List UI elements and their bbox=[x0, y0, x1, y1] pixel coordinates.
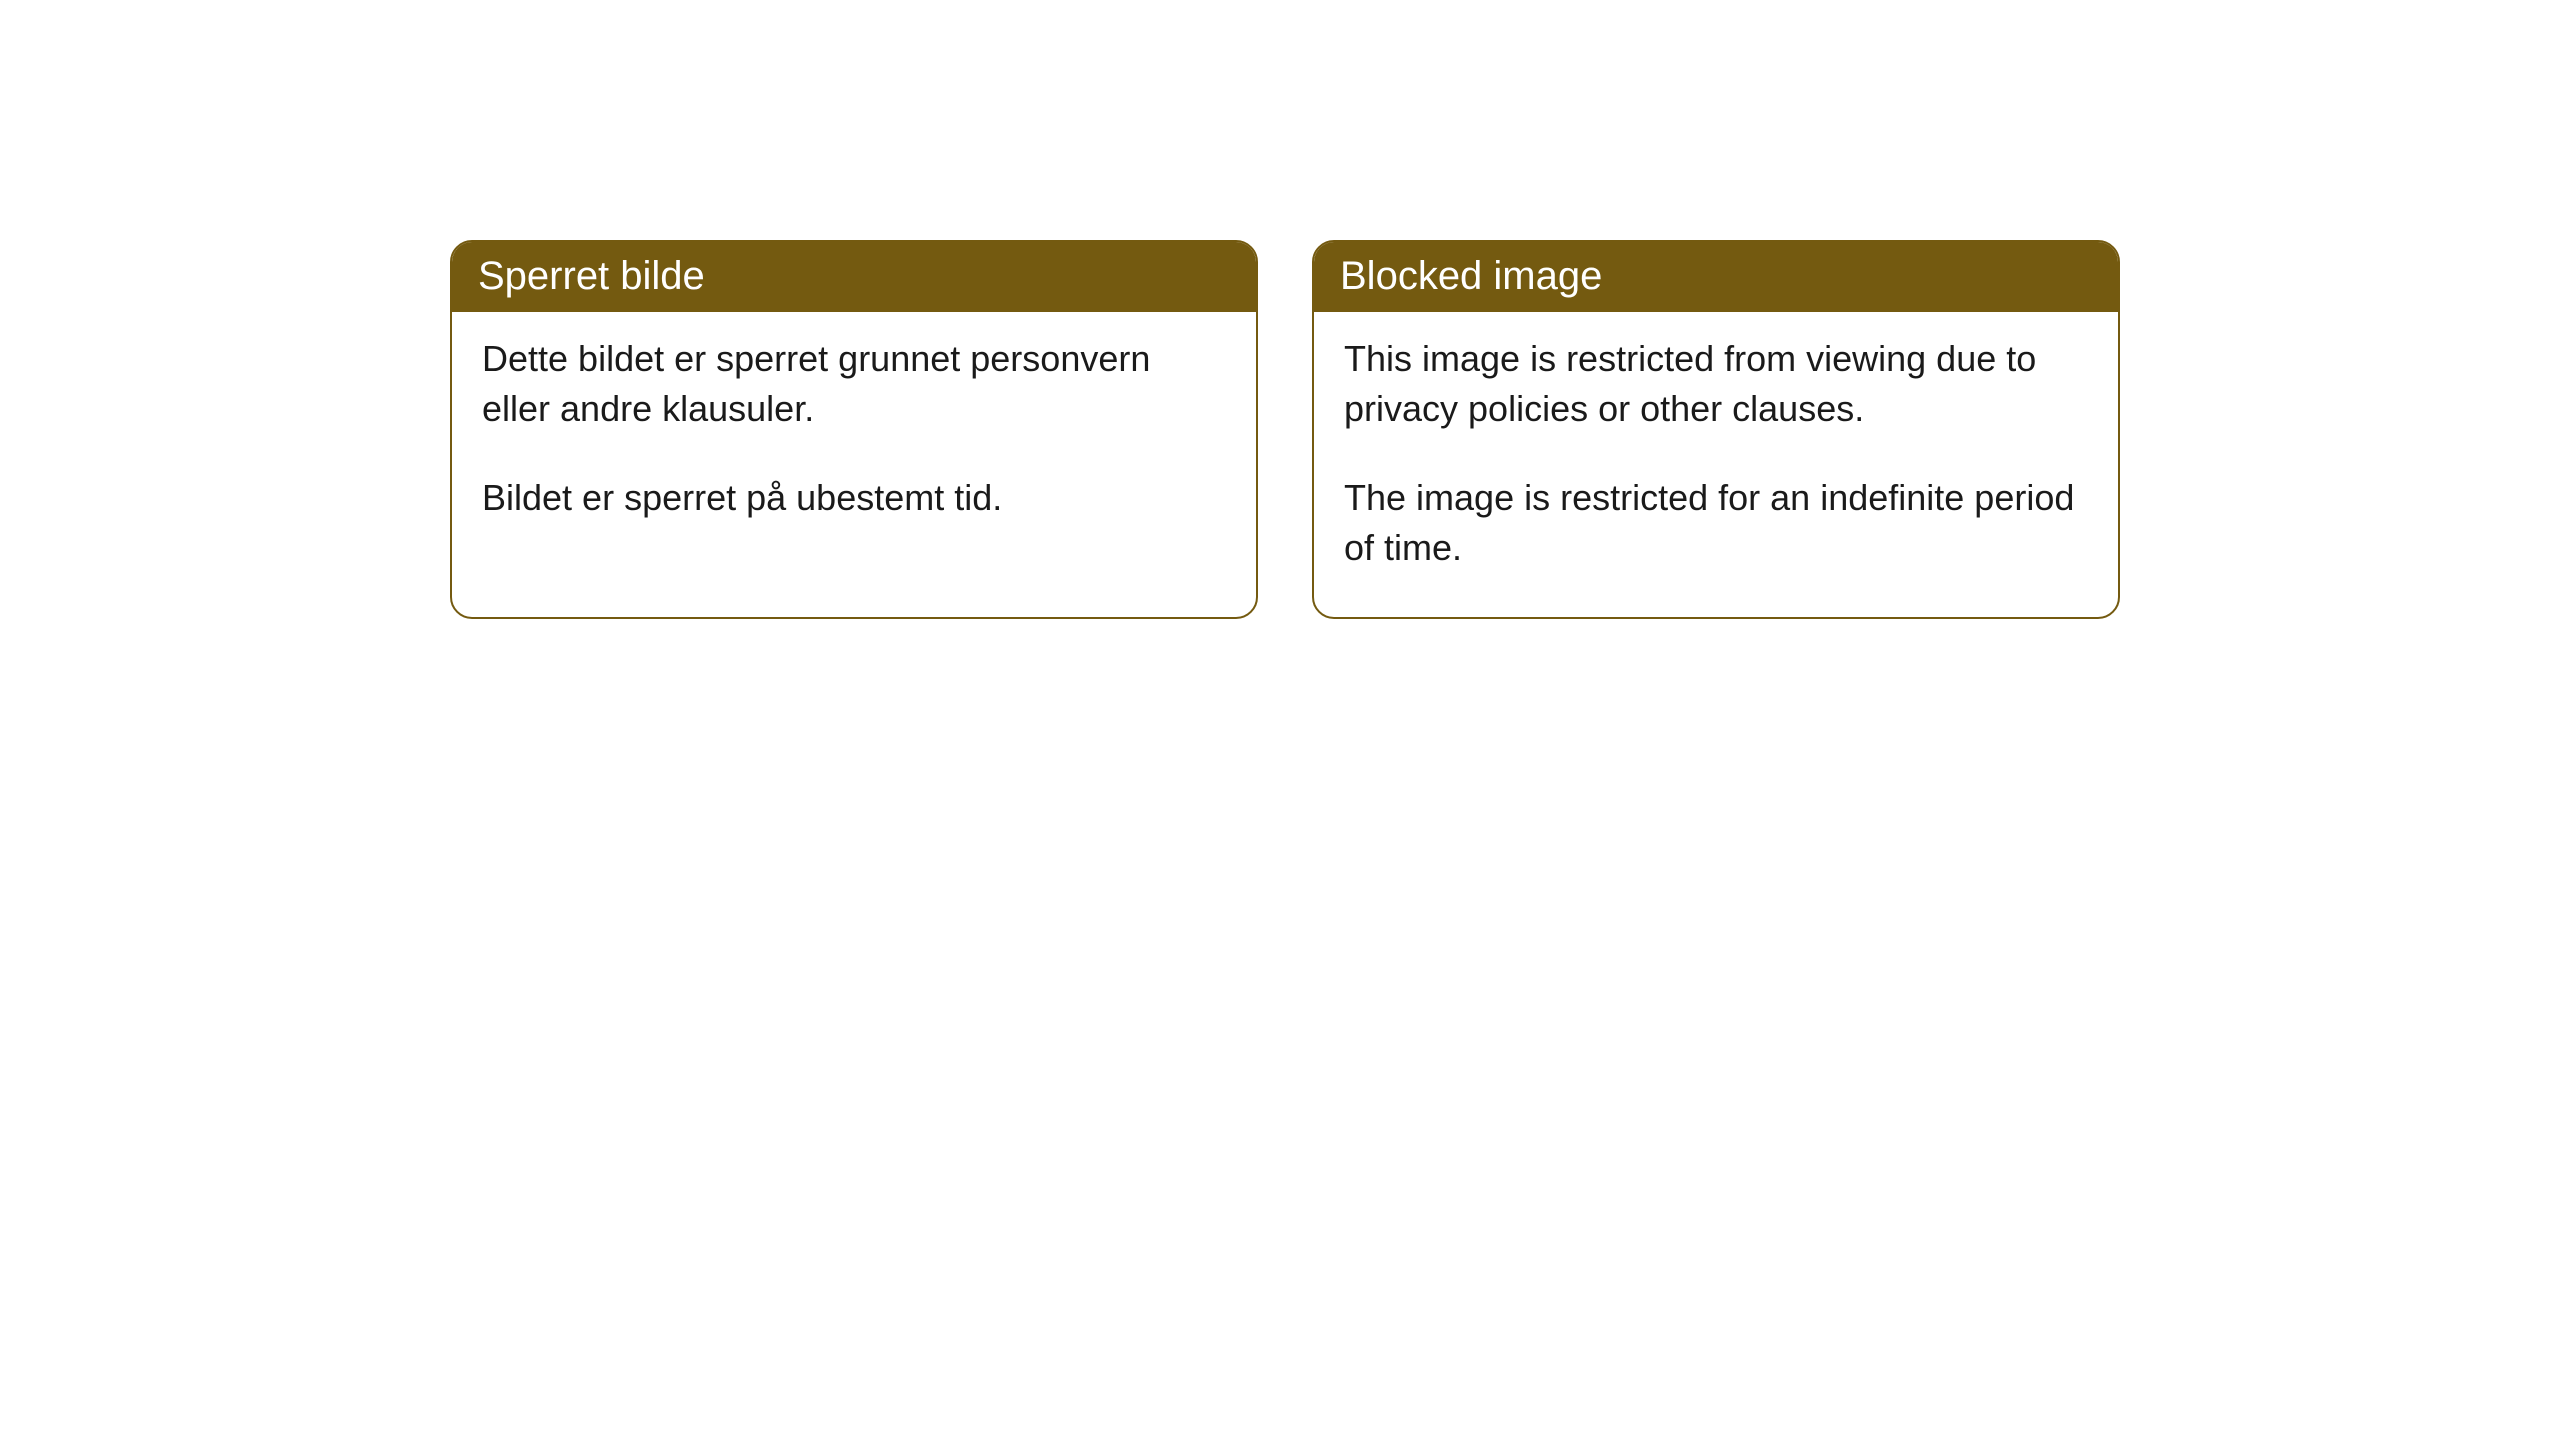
card-paragraph: Dette bildet er sperret grunnet personve… bbox=[482, 334, 1226, 433]
card-body: Dette bildet er sperret grunnet personve… bbox=[452, 312, 1256, 567]
blocked-image-card-no: Sperret bilde Dette bildet er sperret gr… bbox=[450, 240, 1258, 619]
card-header: Blocked image bbox=[1314, 242, 2118, 312]
card-body: This image is restricted from viewing du… bbox=[1314, 312, 2118, 617]
card-paragraph: Bildet er sperret på ubestemt tid. bbox=[482, 473, 1226, 523]
card-paragraph: The image is restricted for an indefinit… bbox=[1344, 473, 2088, 572]
card-header: Sperret bilde bbox=[452, 242, 1256, 312]
cards-container: Sperret bilde Dette bildet er sperret gr… bbox=[0, 0, 2560, 619]
card-paragraph: This image is restricted from viewing du… bbox=[1344, 334, 2088, 433]
blocked-image-card-en: Blocked image This image is restricted f… bbox=[1312, 240, 2120, 619]
